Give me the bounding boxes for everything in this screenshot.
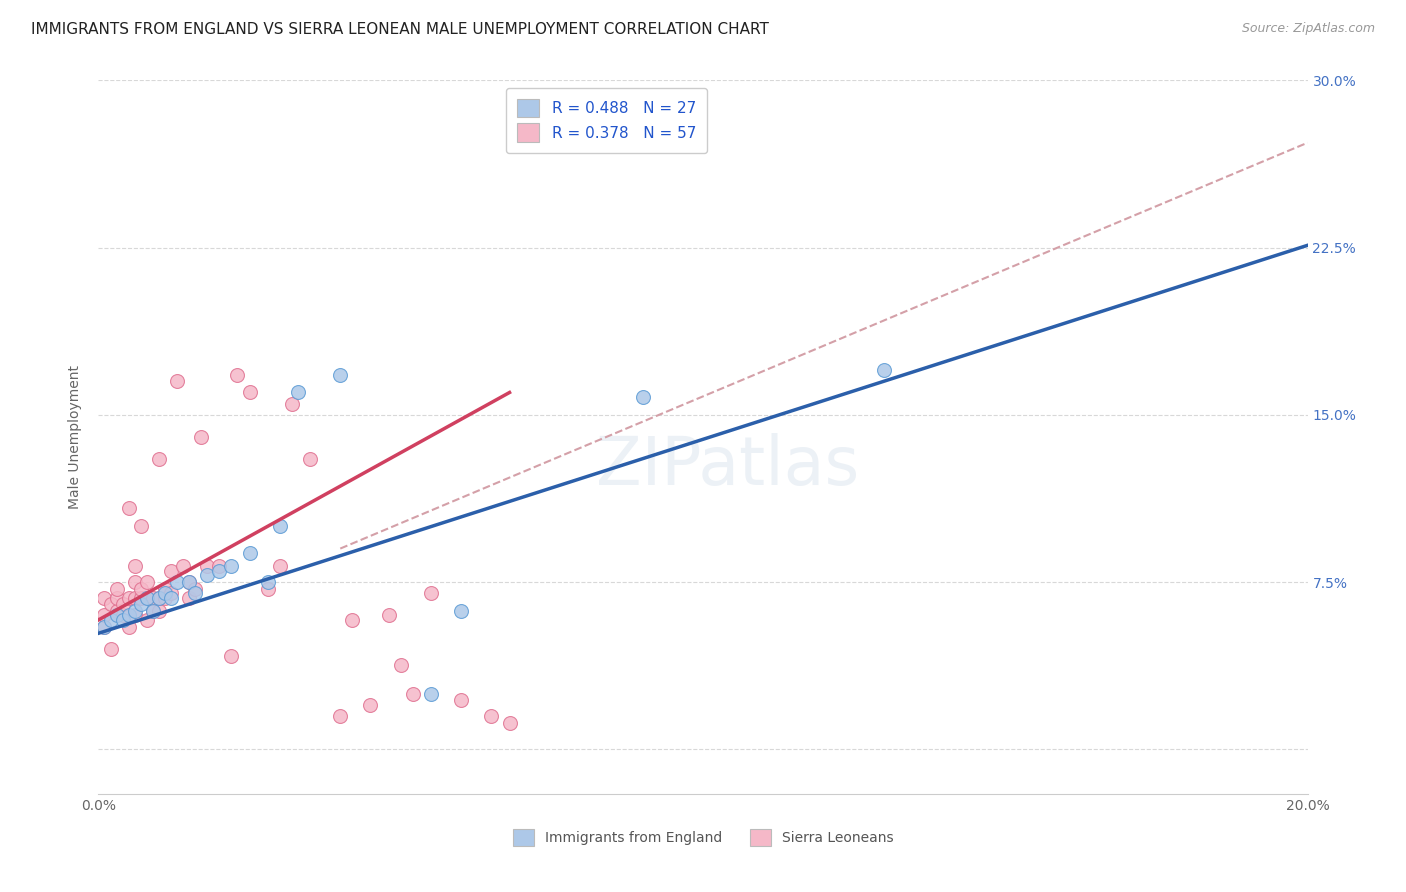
Point [129, 519, 152, 533]
Point [166, 574, 188, 589]
Point [281, 396, 304, 410]
Point [208, 564, 231, 578]
Point [172, 559, 194, 574]
Point [93, 591, 115, 605]
Point [124, 559, 146, 574]
Point [129, 582, 152, 596]
Point [148, 591, 170, 605]
Point [179, 574, 201, 589]
Point [105, 604, 128, 618]
Point [256, 574, 278, 589]
Point [239, 546, 262, 560]
Point [118, 591, 141, 605]
Point [111, 598, 134, 612]
Point [142, 591, 165, 605]
Y-axis label: Male Unemployment: Male Unemployment [69, 365, 83, 509]
Point [498, 715, 520, 730]
Point [184, 582, 207, 596]
Point [179, 591, 201, 605]
Point [118, 619, 141, 633]
Point [631, 390, 654, 404]
Point [135, 613, 157, 627]
Point [111, 608, 134, 623]
Point [135, 591, 157, 605]
Point [389, 657, 412, 672]
Point [142, 604, 165, 618]
Point [342, 613, 364, 627]
Point [377, 608, 399, 623]
Point [93, 619, 115, 633]
Point [153, 582, 176, 596]
Point [160, 591, 183, 605]
Point [287, 385, 309, 400]
Point [142, 604, 165, 618]
Point [179, 574, 201, 589]
Point [129, 598, 152, 612]
Point [124, 574, 146, 589]
Point [329, 708, 352, 723]
Point [256, 582, 278, 596]
Point [135, 591, 157, 605]
Point [166, 374, 188, 388]
Point [329, 368, 352, 382]
Point [160, 586, 183, 600]
Point [873, 363, 896, 377]
Point [111, 613, 134, 627]
Text: IMMIGRANTS FROM ENGLAND VS SIERRA LEONEAN MALE UNEMPLOYMENT CORRELATION CHART: IMMIGRANTS FROM ENGLAND VS SIERRA LEONEA… [31, 22, 769, 37]
Point [148, 591, 170, 605]
Point [450, 604, 472, 618]
Point [195, 568, 218, 582]
Point [450, 693, 472, 707]
Point [135, 574, 157, 589]
Point [100, 598, 122, 612]
Point [100, 613, 122, 627]
Point [269, 519, 291, 533]
Point [420, 586, 443, 600]
Point [100, 642, 122, 657]
Point [153, 591, 176, 605]
Point [124, 604, 146, 618]
Point [208, 559, 231, 574]
Point [360, 698, 382, 712]
Point [190, 430, 212, 444]
Point [195, 559, 218, 574]
Point [124, 608, 146, 623]
Text: ZIPatlas: ZIPatlas [596, 433, 859, 499]
Point [226, 368, 249, 382]
Text: Source: ZipAtlas.com: Source: ZipAtlas.com [1241, 22, 1375, 36]
Point [118, 608, 141, 623]
Point [420, 687, 443, 701]
Point [93, 619, 115, 633]
Point [269, 559, 291, 574]
Point [153, 586, 176, 600]
Point [105, 608, 128, 623]
Point [481, 708, 503, 723]
Point [93, 608, 115, 623]
Point [124, 591, 146, 605]
Point [160, 564, 183, 578]
Point [105, 582, 128, 596]
Point [239, 385, 262, 400]
Point [221, 648, 243, 663]
Point [148, 452, 170, 467]
Point [221, 559, 243, 574]
Point [148, 604, 170, 618]
Point [299, 452, 322, 467]
Point [105, 591, 128, 605]
Point [129, 591, 152, 605]
Point [402, 687, 425, 701]
Legend: Immigrants from England, Sierra Leoneans: Immigrants from England, Sierra Leoneans [508, 823, 898, 851]
Point [184, 586, 207, 600]
Point [118, 501, 141, 516]
